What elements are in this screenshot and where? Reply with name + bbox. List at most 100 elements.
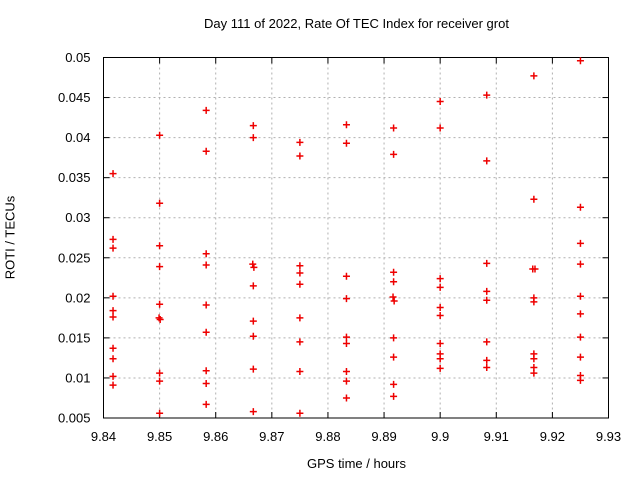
data-point-marker (155, 314, 163, 322)
data-point-marker (109, 307, 117, 315)
data-point-marker (531, 265, 539, 273)
data-point-marker (202, 106, 210, 114)
data-point-marker (109, 344, 117, 352)
data-point-marker (156, 369, 164, 377)
data-point-marker (390, 392, 398, 400)
data-point-marker (342, 333, 350, 341)
data-point-marker (576, 310, 584, 318)
data-point-marker (342, 339, 350, 347)
data-point-marker (342, 394, 350, 402)
data-point-marker (483, 157, 491, 165)
data-point-marker (202, 367, 210, 375)
plot-border (103, 57, 609, 419)
data-point-marker (249, 282, 257, 290)
x-tick-label: 9.91 (484, 429, 509, 444)
y-tick-label: 0.03 (65, 210, 90, 225)
data-point-marker (109, 244, 117, 252)
y-tick-label: 0.04 (65, 130, 90, 145)
data-point-marker (296, 338, 304, 346)
data-point-marker (530, 369, 538, 377)
data-point-marker (483, 287, 491, 295)
y-tick-label: 0.01 (65, 370, 90, 385)
data-point-marker (576, 239, 584, 247)
data-point-marker (436, 283, 444, 291)
data-point-marker (109, 235, 117, 243)
y-tick-label: 0.02 (65, 290, 90, 305)
x-tick-label: 9.93 (596, 429, 621, 444)
data-point-marker (436, 275, 444, 283)
data-point-marker (436, 98, 444, 106)
y-tick-label: 0.005 (58, 411, 91, 426)
data-point-marker (109, 381, 117, 389)
data-point-marker (576, 260, 584, 268)
data-point-marker (436, 303, 444, 311)
data-point-marker (576, 376, 584, 384)
data-point-marker (296, 314, 304, 322)
y-axis-label: ROTI / TECUs (2, 195, 18, 280)
data-point-marker (156, 315, 164, 323)
x-axis-label: GPS time / hours (307, 456, 406, 471)
data-point-marker (576, 292, 584, 300)
data-point-marker (296, 269, 304, 277)
data-point-marker (390, 150, 398, 158)
data-point-marker (296, 262, 304, 270)
data-point-marker (342, 121, 350, 129)
data-point-marker (250, 263, 258, 271)
data-point-marker (436, 124, 444, 132)
data-point-marker (202, 328, 210, 336)
data-point-marker (296, 409, 304, 417)
data-point-marker (249, 122, 257, 130)
y-tick-label: 0.045 (58, 90, 91, 105)
data-point-marker (483, 356, 491, 364)
data-point-marker (342, 377, 350, 385)
y-tick-label: 0.015 (58, 330, 91, 345)
data-point-marker (109, 372, 117, 380)
data-point-marker (390, 380, 398, 388)
data-point-marker (296, 152, 304, 160)
data-point-marker (109, 313, 117, 321)
y-tick-label: 0.025 (58, 250, 91, 265)
x-tick-label: 9.9 (431, 429, 449, 444)
data-point-marker (342, 139, 350, 147)
data-point-marker (202, 147, 210, 155)
data-point-marker (436, 339, 444, 347)
data-point-marker (390, 297, 398, 305)
x-tick-label: 9.85 (147, 429, 172, 444)
chart-title: Day 111 of 2022, Rate Of TEC Index for r… (204, 16, 509, 31)
data-point-marker (156, 199, 164, 207)
data-point-marker (530, 298, 538, 306)
data-point-marker (342, 272, 350, 280)
data-point-marker (156, 242, 164, 250)
data-point-marker (390, 124, 398, 132)
data-point-marker (249, 134, 257, 142)
data-point-marker (576, 333, 584, 341)
data-point-marker (156, 300, 164, 308)
data-point-marker (530, 72, 538, 80)
data-point-marker (390, 334, 398, 342)
data-point-marker (483, 259, 491, 267)
y-tick-label: 0.05 (65, 50, 90, 65)
data-point-marker (342, 295, 350, 303)
data-point-marker (202, 400, 210, 408)
x-tick-label: 9.88 (315, 429, 340, 444)
data-point-marker (342, 368, 350, 376)
data-point-marker (202, 301, 210, 309)
y-tick-label: 0.035 (58, 170, 91, 185)
x-tick-label: 9.87 (259, 429, 284, 444)
data-point-marker (576, 353, 584, 361)
data-point-marker (576, 57, 584, 65)
data-point-marker (390, 353, 398, 361)
data-point-marker (156, 263, 164, 271)
data-point-marker (202, 250, 210, 258)
x-tick-label: 9.84 (91, 429, 116, 444)
data-point-marker (483, 296, 491, 304)
data-point-marker (483, 91, 491, 99)
x-tick-label: 9.86 (203, 429, 228, 444)
data-point-marker (109, 292, 117, 300)
data-point-marker (249, 365, 257, 373)
data-point-marker (530, 355, 538, 363)
x-tick-label: 9.89 (371, 429, 396, 444)
data-point-marker (576, 203, 584, 211)
